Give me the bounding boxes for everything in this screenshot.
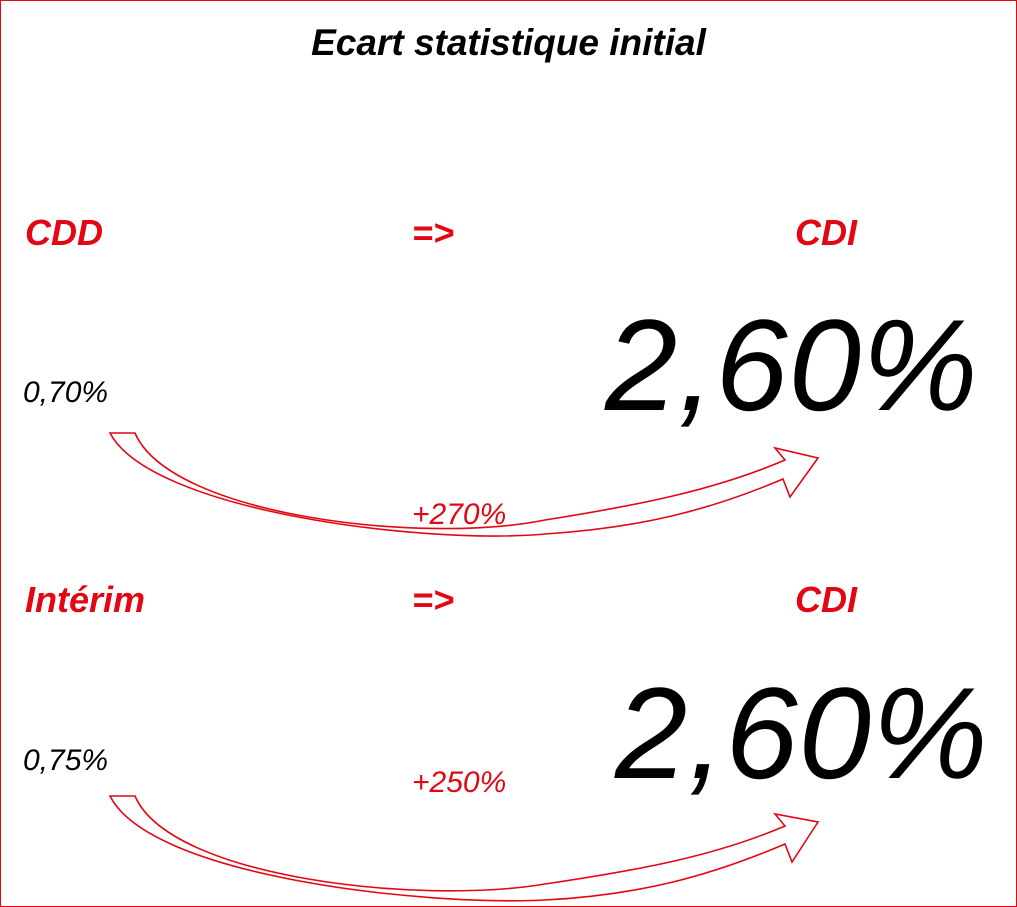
section-1-to-rate: 2,60%: [605, 292, 979, 438]
section-1-from-label: CDD: [25, 212, 103, 253]
section-2-from-rate: 0,75%: [23, 744, 109, 777]
section-2-to-label: CDI: [795, 579, 857, 620]
section-2-curved-arrow-icon: [108, 795, 820, 902]
section-2-arrow-label: =>: [412, 579, 455, 620]
section-1-curved-arrow-icon: [108, 432, 820, 537]
diagram-title: Ecart statistique initial: [311, 22, 706, 63]
section-1-from-rate: 0,70%: [23, 376, 109, 409]
section-2-to-rate: 2,60%: [615, 660, 989, 806]
section-2-from-label: Intérim: [25, 579, 146, 620]
section-2-growth: +250%: [412, 766, 507, 799]
section-1-growth: +270%: [412, 498, 507, 531]
section-1-to-label: CDI: [795, 212, 857, 253]
section-1-arrow-label: =>: [412, 212, 455, 253]
